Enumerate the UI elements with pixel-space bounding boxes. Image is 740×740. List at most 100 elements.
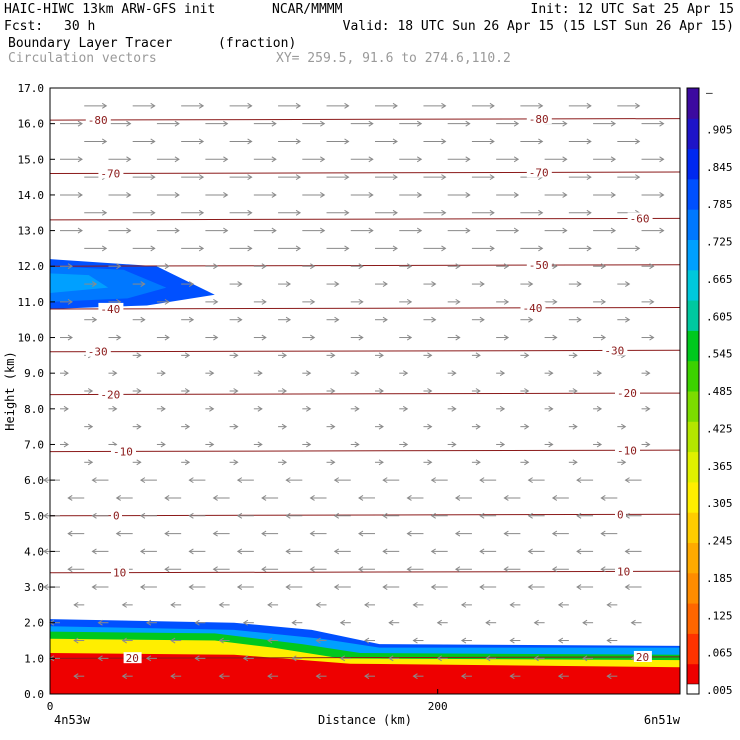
vector-head bbox=[334, 281, 340, 287]
circulation-vector bbox=[212, 530, 230, 537]
isotherm-label: -80 bbox=[88, 114, 108, 127]
vector-head bbox=[388, 619, 394, 626]
circulation-vector bbox=[170, 601, 182, 608]
circulation-vector bbox=[406, 530, 424, 537]
vector-head bbox=[247, 138, 253, 145]
colorbar-swatch bbox=[687, 269, 699, 301]
circulation-vector bbox=[326, 423, 336, 430]
vector-head bbox=[73, 601, 79, 608]
circulation-vector bbox=[236, 584, 254, 590]
vector-head bbox=[116, 263, 122, 270]
circulation-vector bbox=[624, 548, 642, 555]
isotherm-label: -60 bbox=[630, 213, 650, 226]
circulation-vector bbox=[229, 138, 253, 145]
valid-time: Valid: 18 UTC Sun 26 Apr 15 (15 LST Sun … bbox=[342, 19, 734, 34]
vector-head bbox=[455, 263, 461, 270]
vector-head bbox=[291, 619, 297, 626]
vector-head bbox=[306, 441, 312, 448]
circulation-vector bbox=[164, 566, 182, 573]
circulation-vector bbox=[471, 245, 495, 252]
vector-head bbox=[621, 459, 627, 466]
isotherm-label: -20 bbox=[100, 388, 120, 401]
vector-head bbox=[406, 263, 413, 270]
vector-head bbox=[600, 263, 607, 270]
colorbar-swatch bbox=[687, 391, 699, 422]
vector-head bbox=[406, 495, 412, 501]
vector-head bbox=[115, 530, 121, 537]
vector-head bbox=[624, 548, 630, 555]
circulation-vector bbox=[132, 388, 142, 394]
circulation-vector bbox=[520, 423, 530, 430]
vector-head bbox=[412, 637, 418, 644]
vector-head bbox=[645, 405, 651, 412]
circulation-vector bbox=[67, 495, 85, 501]
vector-head bbox=[334, 316, 340, 323]
circulation-vector bbox=[350, 441, 360, 448]
vector-head bbox=[267, 637, 273, 644]
circulation-vector bbox=[641, 227, 665, 234]
vector-head bbox=[460, 601, 467, 608]
colorbar-label: .665 bbox=[706, 273, 733, 286]
x-axis-label: Distance (km) bbox=[318, 713, 412, 727]
isotherm-label: -70 bbox=[529, 166, 549, 179]
vector-head bbox=[378, 352, 384, 359]
plot-frame bbox=[49, 87, 681, 695]
circulation-vector bbox=[496, 370, 506, 377]
circulation-vector bbox=[350, 120, 374, 127]
circulation-vector bbox=[302, 405, 312, 412]
circulation-vector bbox=[267, 637, 279, 644]
vector-head bbox=[406, 334, 413, 341]
circulation-vector bbox=[358, 566, 375, 573]
vector-head bbox=[489, 245, 495, 252]
vector-head bbox=[237, 281, 243, 287]
isotherm-line bbox=[49, 217, 681, 221]
circulation-vector bbox=[617, 245, 641, 252]
vector-head bbox=[237, 316, 243, 323]
vector-head bbox=[309, 566, 315, 573]
vector-head bbox=[212, 495, 218, 501]
circulation-vector bbox=[568, 388, 578, 394]
circulation-vector bbox=[533, 619, 545, 626]
circulation-vector bbox=[91, 477, 109, 484]
vector-head bbox=[358, 334, 364, 341]
circulation-vector bbox=[229, 209, 253, 216]
circulation-vector bbox=[121, 601, 133, 608]
vector-head bbox=[551, 566, 558, 573]
vector-head bbox=[382, 512, 388, 519]
circulation-vector bbox=[156, 156, 180, 163]
vector-head bbox=[188, 281, 195, 287]
vector-head bbox=[557, 637, 564, 644]
vector-head bbox=[427, 388, 433, 394]
vector-head bbox=[247, 102, 253, 109]
vector-head bbox=[358, 530, 364, 537]
vector-head bbox=[295, 245, 302, 252]
circulation-vector bbox=[121, 637, 133, 644]
tracer-layer bbox=[50, 653, 680, 694]
vector-head bbox=[198, 245, 205, 252]
circulation-vector bbox=[229, 174, 253, 181]
vector-head bbox=[112, 370, 118, 377]
vector-head bbox=[430, 477, 436, 484]
circulation-vector bbox=[164, 530, 182, 537]
circulation-vector bbox=[423, 459, 433, 466]
vector-head bbox=[465, 120, 471, 127]
circulation-vector bbox=[84, 459, 94, 466]
circulation-vector bbox=[315, 673, 327, 680]
isotherm-label: -10 bbox=[113, 445, 133, 458]
vector-head bbox=[509, 637, 515, 644]
circulation-vector bbox=[108, 227, 132, 234]
circulation-vector bbox=[181, 423, 191, 430]
circulation-vectors bbox=[43, 102, 665, 680]
vector-head bbox=[552, 298, 558, 305]
circulation-vector bbox=[84, 102, 108, 109]
vector-head bbox=[209, 405, 215, 412]
circulation-vector bbox=[218, 637, 230, 644]
circulation-vector bbox=[84, 423, 94, 430]
vector-head bbox=[538, 102, 544, 109]
vector-head bbox=[586, 209, 592, 216]
vector-head bbox=[416, 192, 423, 198]
vector-head bbox=[392, 209, 398, 216]
circulation-vector bbox=[593, 156, 617, 163]
vector-head bbox=[97, 619, 103, 626]
circulation-vector bbox=[278, 352, 288, 359]
